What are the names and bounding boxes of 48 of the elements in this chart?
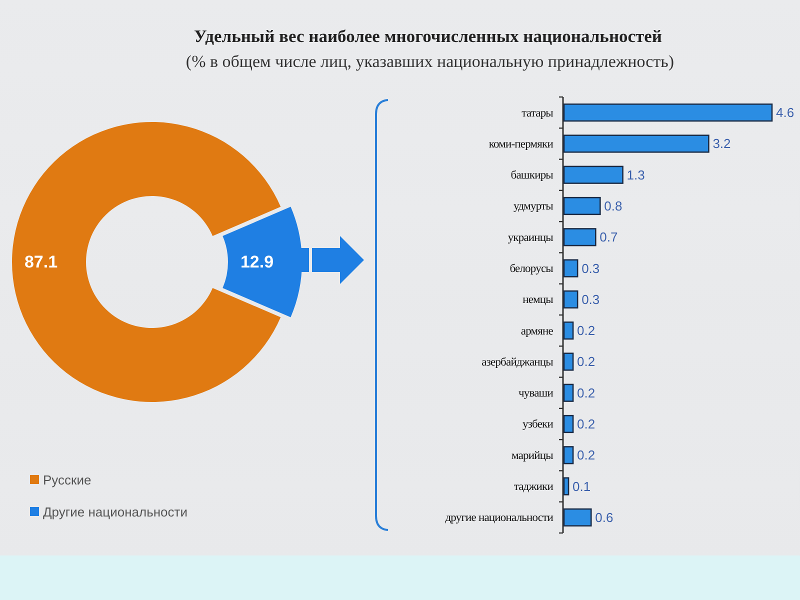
bar — [563, 352, 574, 371]
bar — [563, 104, 773, 122]
bar — [563, 414, 574, 434]
y-tick-label: узбеки — [522, 418, 554, 431]
data-label: 0.7 — [600, 230, 618, 245]
y-tick-label: азербайджанцы — [482, 356, 554, 368]
bar — [563, 446, 574, 464]
data-label: 87.1 — [24, 252, 58, 272]
data-label: 0.2 — [577, 354, 596, 370]
bar — [563, 384, 574, 402]
data-label: 0.2 — [577, 416, 596, 432]
bar — [563, 290, 578, 308]
legend-label: Русские — [43, 472, 92, 488]
bar — [563, 228, 596, 246]
data-label: 0.3 — [582, 292, 600, 307]
legend-label: Другие национальности — [43, 504, 188, 520]
data-label: 0.6 — [595, 510, 614, 525]
data-label: 0.2 — [577, 323, 596, 338]
y-tick-label: другие национальности — [445, 512, 554, 524]
y-tick-label: украинцы — [508, 232, 554, 244]
y-tick-label: татары — [522, 107, 554, 120]
bar — [563, 259, 578, 278]
bar — [563, 508, 592, 526]
text: (% в общем числе лиц, указавших национальную принадлежность) — [186, 52, 674, 71]
data-label: 0.2 — [577, 448, 596, 463]
y-tick-label: марийцы — [512, 450, 554, 462]
bar — [563, 134, 710, 153]
y-tick-label: башкиры — [510, 170, 554, 182]
bar — [563, 322, 574, 340]
data-label: 3.2 — [712, 136, 731, 152]
data-label: 4.6 — [776, 105, 794, 120]
data-label: 0.8 — [604, 198, 622, 214]
data-label: 1.3 — [626, 167, 645, 182]
y-tick-label: чуваши — [518, 388, 554, 400]
y-tick-label: белорусы — [510, 262, 554, 275]
y-tick-label: удмурты — [514, 200, 554, 213]
bar — [563, 196, 601, 216]
bar — [563, 166, 624, 184]
data-label: 0.1 — [572, 478, 591, 494]
bar — [563, 477, 570, 496]
data-label: 0.3 — [582, 260, 600, 276]
y-tick-label: армяне — [520, 325, 554, 338]
data-label: 12.9 — [240, 252, 274, 272]
y-tick-label: таджики — [514, 480, 554, 493]
y-tick-label: немцы — [522, 294, 554, 306]
y-tick-label: коми-пермяки — [488, 138, 554, 150]
text: Удельный вес наиболее многочисленных национальностей — [194, 26, 662, 46]
data-label: 0.2 — [577, 385, 596, 400]
